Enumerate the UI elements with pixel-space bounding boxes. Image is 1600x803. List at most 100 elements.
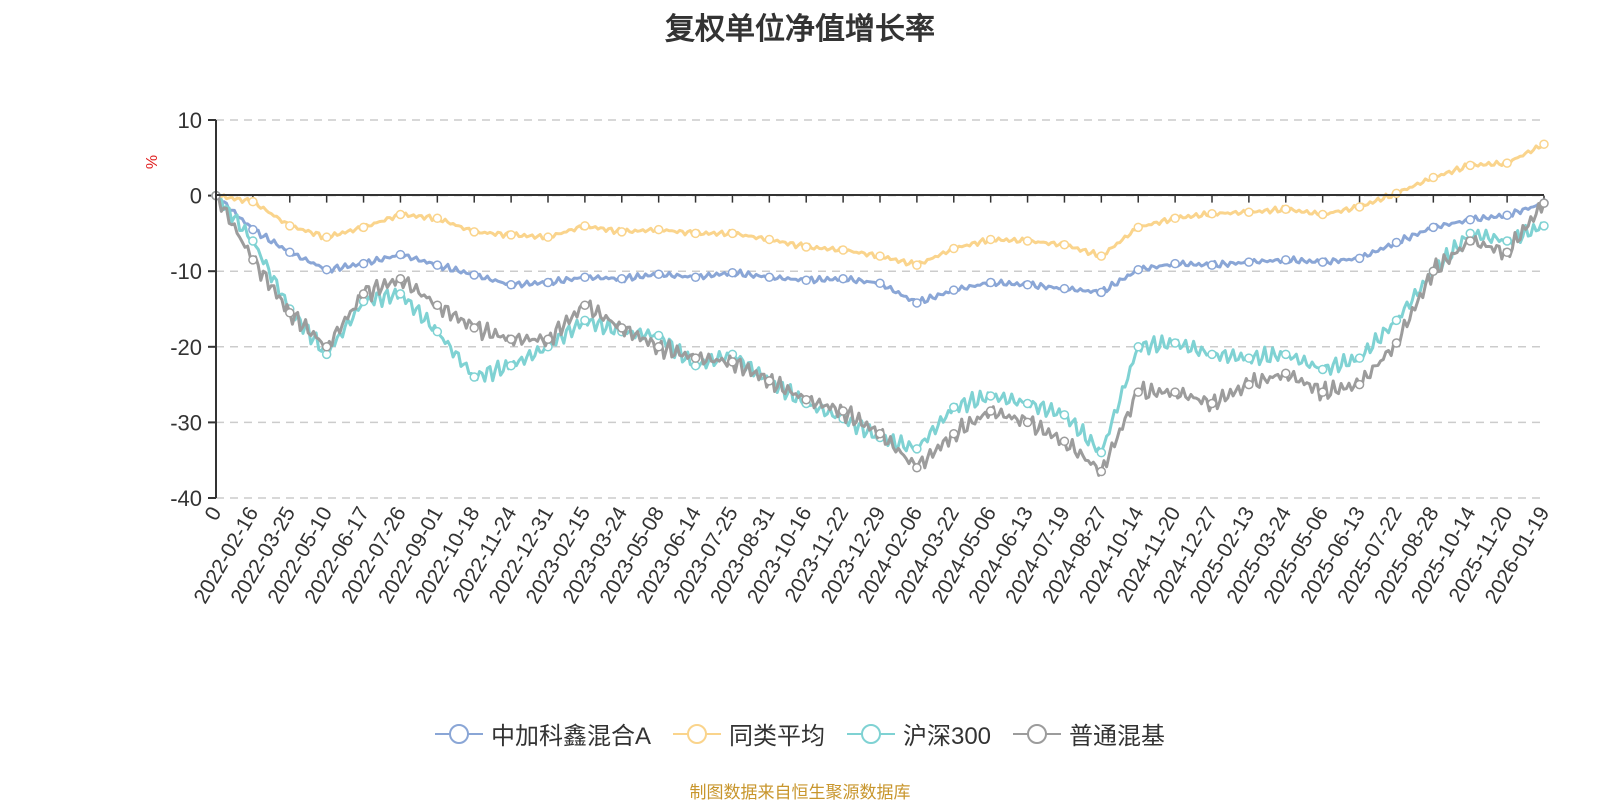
legend-line-circle-icon [846, 723, 895, 744]
data-point [875, 428, 885, 439]
data-point [838, 274, 848, 284]
data-point [248, 236, 258, 246]
data-point [469, 227, 479, 237]
data-point [1502, 158, 1512, 168]
chart-title: 复权单位净值增长率 [665, 13, 935, 46]
data-point [1317, 387, 1328, 397]
data-point [617, 227, 627, 237]
data-point [1133, 387, 1143, 397]
legend-item[interactable]: 中加科鑫混合A [434, 716, 651, 751]
data-point [985, 234, 996, 245]
data-point [1317, 364, 1328, 375]
legend-item[interactable]: 沪深300 [846, 716, 991, 751]
y-tick-label: -10 [170, 259, 202, 284]
data-point [321, 342, 332, 352]
data-point [1096, 287, 1107, 298]
data-point [432, 260, 443, 270]
data-point [285, 247, 295, 258]
data-point [1244, 257, 1254, 267]
data-point [1391, 315, 1402, 326]
data-point [543, 277, 553, 288]
legend-line-circle-icon [434, 723, 483, 744]
data-point [690, 353, 701, 363]
data-point [1170, 338, 1180, 348]
data-point [690, 228, 701, 239]
data-point [395, 249, 406, 260]
y-tick-label: 0 [190, 184, 202, 209]
data-point [1391, 237, 1402, 248]
data-point [727, 357, 738, 367]
data-point [875, 251, 885, 261]
source-note: 制图数据来自恒生聚源数据库 [689, 783, 911, 802]
data-point [1428, 172, 1439, 183]
data-point [1502, 236, 1512, 246]
data-point [1354, 353, 1365, 363]
data-point [949, 402, 959, 413]
data-point [248, 255, 258, 265]
data-point [1465, 228, 1475, 239]
x-tick-labels: 02022-02-162022-03-252022-05-102022-06-1… [190, 503, 1555, 608]
data-point [1354, 379, 1365, 390]
data-point [985, 391, 996, 401]
y-tick-labels: 10 0 -10 -20 -30 -40 [170, 108, 202, 511]
data-point [395, 209, 406, 220]
data-point [1022, 236, 1033, 246]
data-point [801, 275, 811, 286]
data-point [949, 428, 959, 439]
data-point [801, 242, 811, 252]
data-point [764, 272, 775, 282]
data-point [543, 334, 553, 344]
data-point [838, 406, 848, 416]
data-point [1465, 215, 1475, 225]
data-point [912, 298, 922, 308]
data-point [506, 360, 516, 371]
legend: 中加科鑫混合A 同类平均 沪深300 普通混基 [0, 716, 1600, 751]
data-point [1428, 222, 1439, 233]
data-point [653, 224, 664, 235]
data-point [543, 232, 553, 242]
data-point [690, 272, 701, 282]
data-point [358, 289, 369, 299]
data-point [1428, 266, 1439, 276]
data-point [1096, 251, 1107, 261]
data-point [1059, 410, 1070, 420]
series-lines [211, 139, 1549, 477]
data-point [285, 308, 295, 318]
data-point [949, 285, 959, 295]
y-tick-label: -40 [170, 486, 202, 511]
data-point [1354, 253, 1365, 264]
data-point [1391, 338, 1402, 348]
data-point [1133, 342, 1143, 352]
series-line [214, 194, 1546, 455]
data-point [469, 372, 479, 382]
data-point [1465, 160, 1475, 171]
data-point [985, 406, 996, 416]
data-point [469, 323, 479, 333]
data-point [506, 230, 516, 240]
data-point [1281, 204, 1291, 214]
data-point [1133, 222, 1143, 233]
data-point [580, 300, 590, 310]
data-point [727, 228, 738, 239]
data-point [1502, 210, 1512, 221]
data-point [653, 342, 664, 352]
data-point [321, 232, 332, 242]
x-tick-label: 0 [201, 503, 227, 525]
data-point [1059, 436, 1070, 447]
data-point [432, 213, 443, 224]
data-point [1170, 213, 1180, 224]
data-point [1281, 368, 1291, 379]
data-point [912, 444, 922, 454]
y-axis-unit: % [144, 155, 161, 169]
data-point [1317, 209, 1328, 220]
data-point [985, 277, 996, 288]
legend-item[interactable]: 普通混基 [1013, 716, 1165, 751]
data-point [1022, 398, 1033, 409]
data-point [838, 245, 848, 255]
data-point [285, 221, 295, 231]
legend-item[interactable]: 同类平均 [672, 716, 825, 751]
data-point [1207, 260, 1217, 270]
data-point [432, 326, 443, 337]
data-point [1133, 264, 1143, 275]
